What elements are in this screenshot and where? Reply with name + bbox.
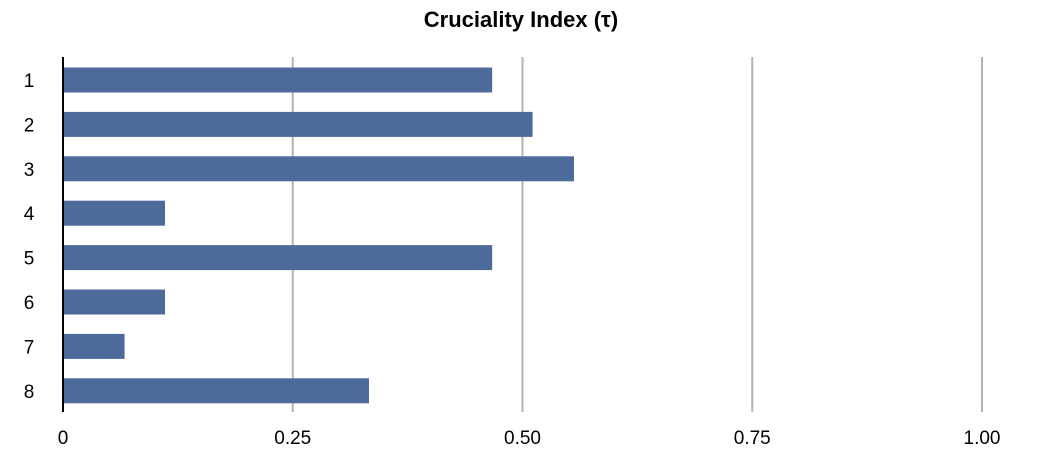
y-tick-labels: 1 2 3 4 5 6 7 8 [24,71,35,403]
chart-title: Cruciality Index (τ) [424,7,618,32]
y-tick-label: 6 [24,293,35,314]
bar-4 [63,200,166,226]
bar-3 [63,156,574,182]
y-tick-label: 5 [24,249,35,270]
x-tick-label: 0.50 [504,428,541,449]
x-tick-label: 0 [58,428,69,449]
bar-8 [63,378,370,404]
y-tick-label: 8 [24,382,35,403]
bar-1 [63,67,493,93]
bar-5 [63,245,493,271]
x-tick-label: 0.25 [274,428,311,449]
y-tick-label: 1 [24,71,35,92]
bar-7 [63,333,125,359]
x-tick-label: 0.75 [734,428,771,449]
y-tick-label: 4 [24,204,35,225]
y-tick-label: 2 [24,115,35,136]
gridlines [291,57,983,412]
y-tick-label: 3 [24,160,35,181]
x-tick-labels: 0 0.25 0.50 0.75 1.00 [58,428,1001,449]
bar-2 [63,111,533,137]
x-tick-label: 1.00 [964,428,1001,449]
bars [63,67,574,404]
bar-6 [63,289,166,315]
y-tick-label: 7 [24,337,35,358]
